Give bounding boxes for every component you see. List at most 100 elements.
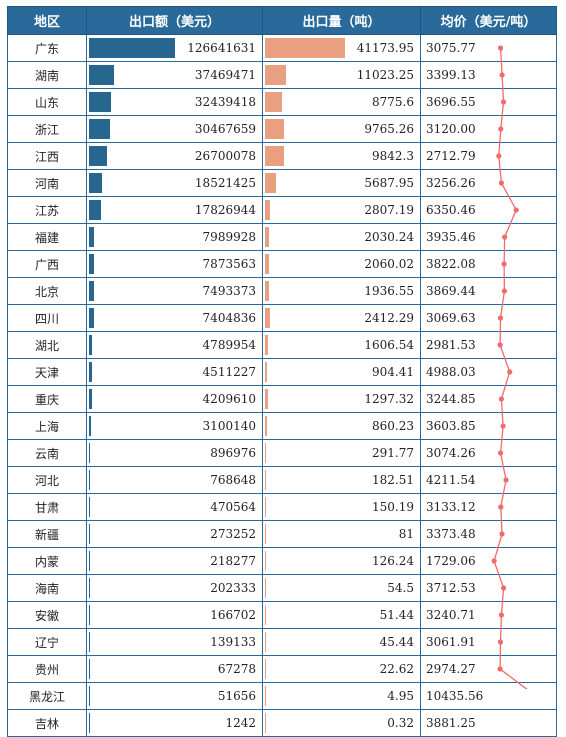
price-cell: 3373.48 bbox=[420, 520, 557, 548]
price-value: 3712.53 bbox=[426, 581, 476, 595]
amount-cell: 139133 bbox=[86, 628, 263, 656]
table-row: 辽宁 139133 45.44 3061.91 bbox=[7, 628, 557, 656]
volume-cell: 1936.55 bbox=[262, 277, 421, 305]
volume-value: 2030.24 bbox=[364, 230, 414, 244]
table-row: 江苏 17826944 2807.19 6350.46 bbox=[7, 196, 557, 224]
price-value: 3244.85 bbox=[426, 392, 476, 406]
price-cell: 3069.63 bbox=[420, 304, 557, 332]
amount-value: 7989928 bbox=[202, 230, 256, 244]
volume-value: 22.62 bbox=[379, 662, 414, 676]
volume-bar bbox=[265, 389, 268, 409]
volume-cell: 2060.02 bbox=[262, 250, 421, 278]
amount-value: 32439418 bbox=[194, 95, 256, 109]
price-cell: 3696.55 bbox=[420, 88, 557, 116]
table-row: 黑龙江 51656 4.95 10435.56 bbox=[7, 682, 557, 710]
price-value: 3240.71 bbox=[426, 608, 476, 622]
table-row: 海南 202333 54.5 3712.53 bbox=[7, 574, 557, 602]
amount-bar bbox=[89, 443, 90, 463]
volume-bar bbox=[265, 200, 271, 220]
amount-cell: 273252 bbox=[86, 520, 263, 548]
price-cell: 3075.77 bbox=[420, 34, 557, 62]
amount-cell: 7989928 bbox=[86, 223, 263, 251]
amount-value: 67278 bbox=[217, 662, 256, 676]
volume-value: 81 bbox=[398, 527, 414, 541]
amount-cell: 1242 bbox=[86, 709, 263, 737]
region-cell: 四川 bbox=[7, 304, 87, 332]
price-value: 4211.54 bbox=[426, 473, 476, 487]
amount-bar bbox=[89, 551, 90, 571]
region-cell: 甘肃 bbox=[7, 493, 87, 521]
volume-bar bbox=[265, 65, 287, 85]
price-value: 3399.13 bbox=[426, 68, 476, 82]
table-row: 内蒙 218277 126.24 1729.06 bbox=[7, 547, 557, 575]
price-cell: 3256.26 bbox=[420, 169, 557, 197]
volume-cell: 8775.6 bbox=[262, 88, 421, 116]
price-value: 3256.26 bbox=[426, 176, 476, 190]
table-row: 云南 896976 291.77 3074.26 bbox=[7, 439, 557, 467]
volume-bar bbox=[265, 362, 267, 382]
amount-value: 3100140 bbox=[202, 419, 256, 433]
volume-cell: 1297.32 bbox=[262, 385, 421, 413]
volume-value: 11023.25 bbox=[356, 68, 414, 82]
volume-value: 150.19 bbox=[372, 500, 414, 514]
region-cell: 山东 bbox=[7, 88, 87, 116]
volume-cell: 0.32 bbox=[262, 709, 421, 737]
price-cell: 1729.06 bbox=[420, 547, 557, 575]
amount-cell: 3100140 bbox=[86, 412, 263, 440]
table-row: 四川 7404836 2412.29 3069.63 bbox=[7, 304, 557, 332]
volume-cell: 45.44 bbox=[262, 628, 421, 656]
table-row: 天津 4511227 904.41 4988.03 bbox=[7, 358, 557, 386]
amount-bar bbox=[89, 605, 90, 625]
volume-bar bbox=[265, 416, 267, 436]
price-value: 3603.85 bbox=[426, 419, 476, 433]
amount-cell: 896976 bbox=[86, 439, 263, 467]
amount-cell: 4789954 bbox=[86, 331, 263, 359]
price-cell: 3935.46 bbox=[420, 223, 557, 251]
amount-cell: 32439418 bbox=[86, 88, 263, 116]
volume-cell: 1606.54 bbox=[262, 331, 421, 359]
volume-value: 9765.26 bbox=[364, 122, 414, 136]
header-region: 地区 bbox=[7, 6, 87, 35]
volume-cell: 126.24 bbox=[262, 547, 421, 575]
amount-bar bbox=[89, 416, 92, 436]
amount-value: 17826944 bbox=[194, 203, 256, 217]
export-data-table: 地区 出口额（美元） 出口量（吨） 均价（美元/吨） 广东 126641631 41… bbox=[7, 6, 557, 737]
volume-value: 41173.95 bbox=[356, 41, 414, 55]
price-cell: 4211.54 bbox=[420, 466, 557, 494]
price-value: 3120.00 bbox=[426, 122, 476, 136]
volume-cell: 182.51 bbox=[262, 466, 421, 494]
amount-bar bbox=[89, 38, 175, 58]
price-cell: 3869.44 bbox=[420, 277, 557, 305]
amount-cell: 126641631 bbox=[86, 34, 263, 62]
amount-value: 7404836 bbox=[202, 311, 256, 325]
amount-cell: 4209610 bbox=[86, 385, 263, 413]
table-row: 广西 7873563 2060.02 3822.08 bbox=[7, 250, 557, 278]
region-cell: 广西 bbox=[7, 250, 87, 278]
table-row: 新疆 273252 81 3373.48 bbox=[7, 520, 557, 548]
region-cell: 重庆 bbox=[7, 385, 87, 413]
region-cell: 湖南 bbox=[7, 61, 87, 89]
amount-value: 4209610 bbox=[202, 392, 256, 406]
price-cell: 3399.13 bbox=[420, 61, 557, 89]
volume-value: 2807.19 bbox=[364, 203, 414, 217]
table-row: 湖北 4789954 1606.54 2981.53 bbox=[7, 331, 557, 359]
volume-bar bbox=[265, 308, 270, 328]
amount-bar bbox=[89, 686, 90, 706]
volume-value: 5687.95 bbox=[364, 176, 414, 190]
amount-cell: 37469471 bbox=[86, 61, 263, 89]
amount-value: 768648 bbox=[210, 473, 256, 487]
volume-value: 2060.02 bbox=[364, 257, 414, 271]
amount-bar bbox=[89, 389, 92, 409]
volume-cell: 9765.26 bbox=[262, 115, 421, 143]
volume-value: 8775.6 bbox=[372, 95, 414, 109]
price-value: 6350.46 bbox=[426, 203, 476, 217]
amount-bar bbox=[89, 308, 95, 328]
price-value: 3869.44 bbox=[426, 284, 476, 298]
table-row: 福建 7989928 2030.24 3935.46 bbox=[7, 223, 557, 251]
amount-value: 18521425 bbox=[194, 176, 256, 190]
volume-cell: 4.95 bbox=[262, 682, 421, 710]
export-table-figure: 地区 出口额（美元） 出口量（吨） 均价（美元/吨） 广东 126641631 41… bbox=[7, 6, 557, 737]
region-cell: 河南 bbox=[7, 169, 87, 197]
price-cell: 10435.56 bbox=[420, 682, 557, 710]
price-value: 4988.03 bbox=[426, 365, 476, 379]
